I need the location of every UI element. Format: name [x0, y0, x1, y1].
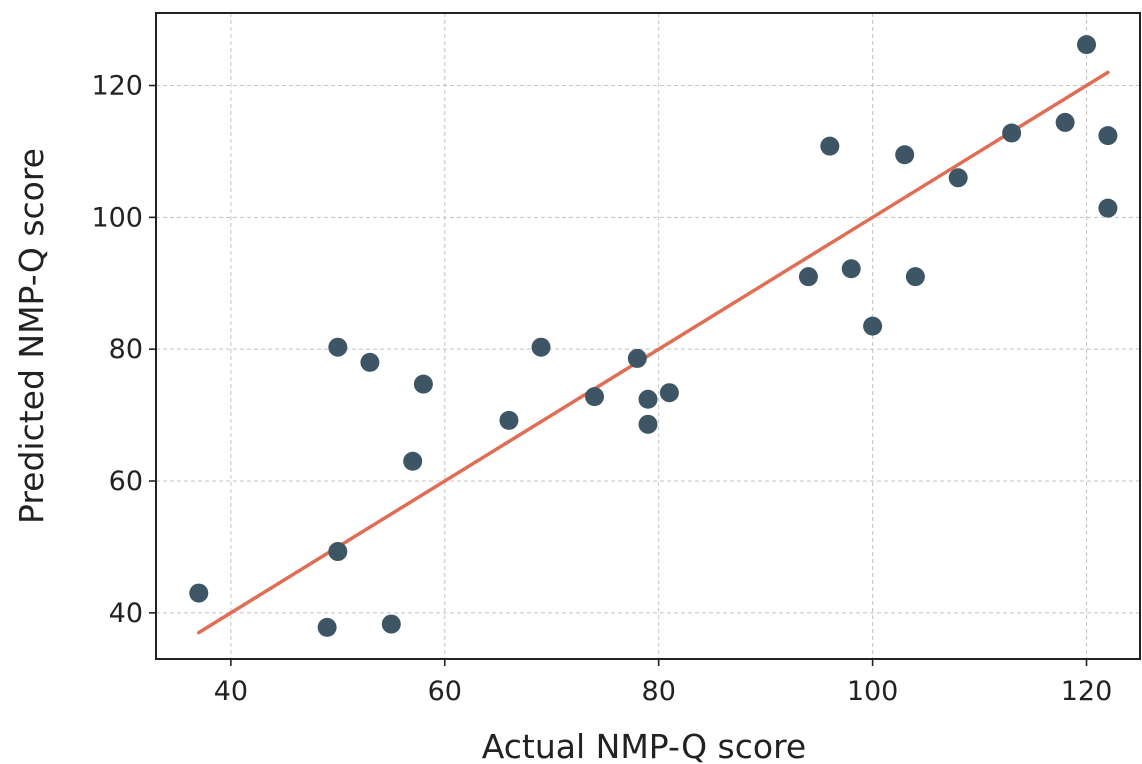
- data-point: [413, 374, 433, 394]
- data-point: [328, 337, 348, 357]
- y-tick-label: 80: [109, 334, 143, 365]
- data-point: [585, 387, 605, 407]
- data-point: [328, 542, 348, 562]
- x-tick-label: 120: [1061, 676, 1113, 707]
- data-point: [360, 352, 380, 372]
- data-point: [189, 583, 209, 603]
- x-tick-label: 100: [847, 676, 899, 707]
- data-point: [1055, 112, 1075, 132]
- data-point: [317, 617, 337, 637]
- data-point: [638, 389, 658, 409]
- data-point: [820, 136, 840, 156]
- data-point: [905, 267, 925, 287]
- data-point: [403, 451, 423, 471]
- x-tick-label: 40: [214, 676, 248, 707]
- x-axis-label: Actual NMP-Q score: [482, 727, 806, 764]
- data-point: [841, 259, 861, 279]
- y-tick-label: 120: [91, 71, 143, 102]
- data-points: [189, 35, 1118, 637]
- y-tick-label: 40: [109, 598, 143, 629]
- data-point: [1002, 123, 1022, 143]
- plot-frame: [155, 12, 1141, 660]
- data-point: [499, 410, 519, 430]
- data-point: [798, 267, 818, 287]
- data-point: [531, 337, 551, 357]
- data-point: [659, 383, 679, 403]
- data-point: [638, 414, 658, 434]
- x-tick-label: 60: [428, 676, 462, 707]
- trend-line: [197, 70, 1110, 635]
- y-axis-label: Predicted NMP-Q score: [12, 148, 51, 524]
- y-tick-label: 60: [109, 466, 143, 497]
- y-axis-ticks: 40 60 80 100 120: [91, 71, 156, 629]
- data-point: [948, 168, 968, 188]
- data-point: [1077, 35, 1097, 55]
- data-point: [627, 348, 647, 368]
- data-point: [381, 614, 401, 634]
- x-axis-ticks: 40 60 80 100 120: [214, 659, 1113, 707]
- x-tick-label: 80: [642, 676, 676, 707]
- data-point: [1098, 198, 1118, 218]
- data-point: [895, 145, 915, 165]
- y-tick-label: 100: [91, 202, 143, 233]
- data-point: [863, 316, 883, 336]
- grid: [156, 13, 1140, 659]
- data-point: [1098, 126, 1118, 146]
